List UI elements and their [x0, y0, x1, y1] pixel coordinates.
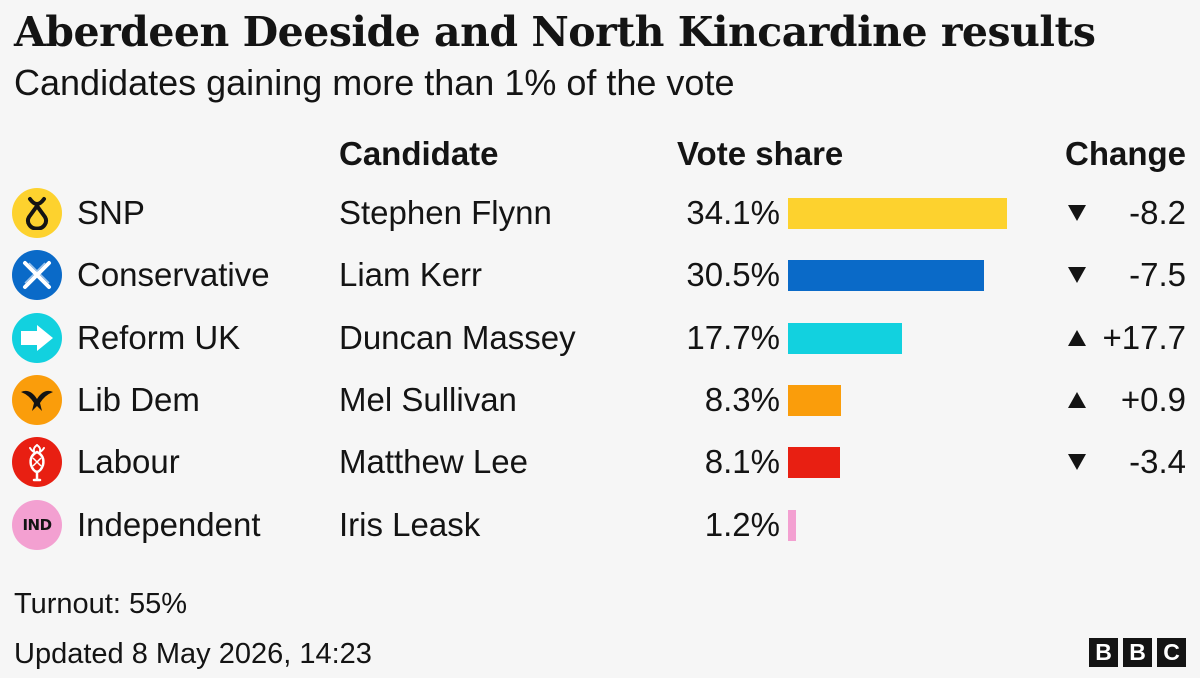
arrow-up-icon	[1068, 391, 1086, 408]
change-value: -3.4	[1129, 443, 1186, 481]
bbc-logo: B B C	[1089, 638, 1186, 667]
candidate-column-header: Candidate	[339, 135, 499, 172]
change-value: +0.9	[1120, 380, 1186, 418]
bbc-logo-letter: C	[1157, 638, 1186, 667]
vote-share-bar	[788, 322, 902, 354]
vote-share-label: 1.2%	[704, 505, 780, 543]
candidate-name: Liam Kerr	[339, 256, 483, 294]
party-name: Lib Dem	[77, 380, 200, 418]
table-row: Lib Dem Mel Sullivan 8.3% +0.9	[0, 369, 1200, 431]
vote-share-label: 34.1%	[686, 194, 780, 231]
snp-icon	[12, 188, 62, 238]
arrow-down-icon	[1068, 454, 1086, 471]
independent-icon: IND	[12, 499, 62, 550]
party-name: SNP	[77, 194, 145, 231]
candidate-name: Duncan Massey	[339, 318, 576, 356]
party-name: Labour	[77, 443, 180, 481]
vote-share-label: 8.3%	[704, 380, 780, 418]
candidate-name: Mel Sullivan	[339, 380, 517, 418]
party-name: Reform UK	[77, 318, 241, 356]
vote-share-bar	[788, 384, 842, 416]
party-name: Independent	[77, 505, 261, 543]
table-row: Reform UK Duncan Massey 17.7% +17.7	[0, 307, 1200, 369]
vote-share-label: 8.1%	[704, 443, 780, 481]
chart-subtitle: Candidates gaining more than 1% of the v…	[14, 62, 735, 103]
vote-share-bar	[788, 198, 1008, 229]
vote-share-bar	[788, 447, 841, 479]
chart-title: Aberdeen Deeside and North Kincardine re…	[14, 8, 1096, 56]
change-value: -8.2	[1129, 194, 1186, 231]
arrow-up-icon	[1068, 329, 1086, 346]
arrow-down-icon	[1068, 267, 1086, 284]
bbc-logo-letter: B	[1123, 638, 1152, 667]
bbc-logo-letter: B	[1089, 638, 1118, 667]
conservative-icon	[12, 250, 62, 301]
candidate-name: Iris Leask	[339, 505, 481, 543]
party-name: Conservative	[77, 256, 270, 294]
candidate-name: Matthew Lee	[339, 443, 528, 481]
vote-share-bar	[788, 509, 796, 541]
reform-uk-icon	[12, 312, 62, 363]
table-row: Conservative Liam Kerr 30.5% -7.5	[0, 244, 1200, 306]
change-value: -7.5	[1129, 256, 1186, 294]
arrow-down-icon	[1068, 205, 1086, 221]
updated-timestamp: Updated 8 May 2026, 14:23	[14, 638, 372, 670]
independent-icon-text: IND	[22, 515, 52, 534]
candidate-name: Stephen Flynn	[339, 194, 552, 231]
turnout-label: Turnout: 55%	[14, 588, 188, 620]
change-value: +17.7	[1102, 318, 1187, 356]
vote-share-column-header: Vote share	[677, 135, 844, 172]
lib-dem-icon	[12, 374, 62, 425]
labour-icon	[12, 437, 62, 488]
table-row: Labour Matthew Lee 8.1% -3.4	[0, 431, 1200, 493]
table-row: IND Independent Iris Leask 1.2%	[0, 494, 1200, 556]
table-row: SNP Stephen Flynn 34.1% -8.2	[0, 182, 1200, 244]
vote-share-label: 17.7%	[686, 318, 780, 356]
change-column-header: Change	[1064, 135, 1186, 172]
vote-share-bar	[788, 260, 985, 292]
vote-share-label: 30.5%	[686, 256, 780, 294]
